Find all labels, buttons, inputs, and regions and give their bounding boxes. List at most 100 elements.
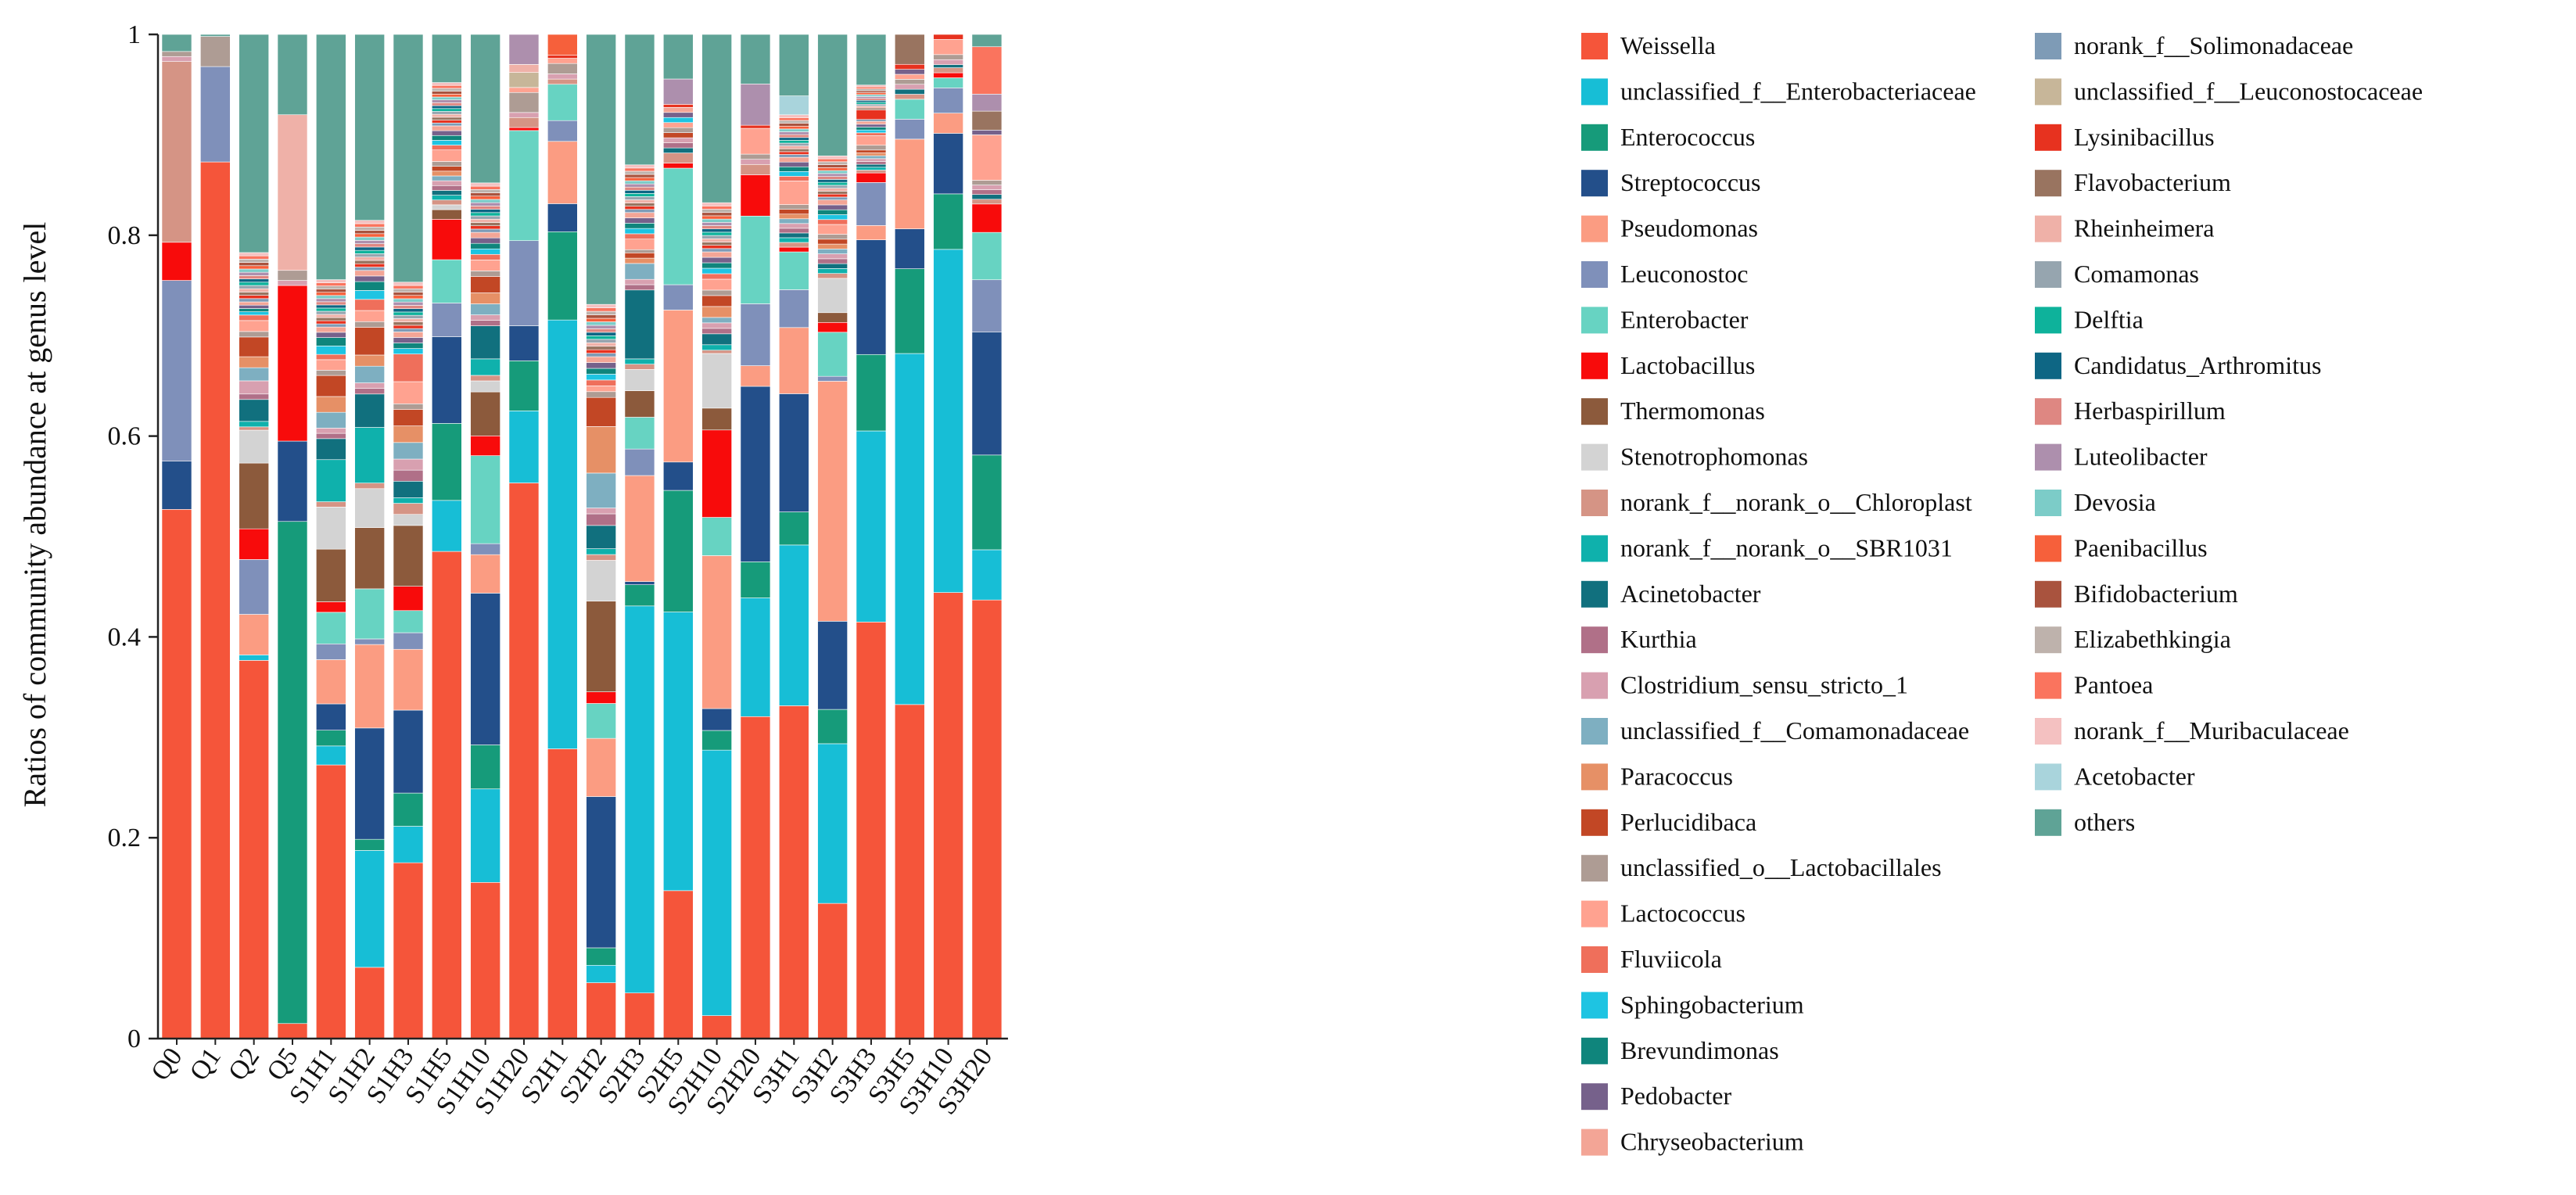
bar-segment: S3H20 — Flavobacterium: 0.02 bbox=[971, 110, 1003, 131]
bar-segment: S3H2 — Sphingobacterium: 0.005 bbox=[817, 214, 848, 221]
bar-segment: S2H3 — Elizabethkingia: 0.003 bbox=[624, 170, 655, 175]
x-tick-label: Q2 bbox=[223, 1042, 265, 1086]
bar-segment: S1H20 — Lactobacillus: 0.003 bbox=[508, 127, 540, 131]
legend-item: Pedobacter bbox=[1581, 1082, 1732, 1111]
bar-segment: S1H10 — Delftia: 0.003 bbox=[470, 212, 500, 217]
bar-segment: S3H2 — Pedobacter: 0.005 bbox=[817, 204, 848, 210]
legend: Weissella unclassified_f__Enterobacteriac… bbox=[1581, 31, 2423, 1156]
bar-segment: S3H2 — others: 0.124 bbox=[817, 34, 848, 156]
bar-segment: S2H2 — Devosia: 0.003 bbox=[586, 321, 616, 326]
x-tick-label: Q1 bbox=[185, 1042, 227, 1086]
bar-segment: S1H2 — Enterobacter: 0.045 bbox=[354, 588, 385, 640]
bar-segment: S2H3 — unclassified_f__Comamonadaceae: 0… bbox=[624, 263, 655, 280]
bar-segment: S1H10 — Lysinibacillus: 0.003 bbox=[470, 225, 500, 230]
legend-item: norank_f__norank_o__SBR1031 bbox=[1581, 533, 1953, 562]
bar-segment: S1H3 — Perlucidibaca: 0.015 bbox=[393, 409, 424, 426]
bar-segment: S2H10 — Luteolibacter: 0.003 bbox=[701, 222, 732, 226]
bar-segment: S3H2 — Stenotrophomonas: 0.035 bbox=[817, 278, 848, 314]
bar-segment: S1H1 — Chryseobacterium: 0.005 bbox=[316, 326, 346, 333]
bar-segment: Q2 — Clostridium_sensu_stricto_1: 0.012 bbox=[239, 380, 269, 395]
bar-segment: S3H20 — Weissella: 0.463 bbox=[971, 599, 1003, 1039]
bar-segment: Q5 — Clostridium_sensu_stricto_1: 0.005 bbox=[277, 280, 308, 286]
bar-segment: S2H1 — Weissella: 0.279 bbox=[547, 748, 578, 1039]
bar-stack-s1h5: S1H5 — Weissella: 0.506S1H5 — unclassifi… bbox=[432, 34, 462, 1039]
legend-label: Candidatus_Arthromitus bbox=[2074, 351, 2321, 379]
bar-segment: S1H2 — others: 0.167 bbox=[354, 34, 385, 221]
bar-segment: Q2 — Chryseobacterium: 0.003 bbox=[239, 301, 269, 306]
bar-segment: S1H5 — Chryseobacterium: 0.005 bbox=[432, 125, 462, 131]
legend-label: Paenibacillus bbox=[2074, 533, 2208, 562]
bar-segment: S3H3 — Luteolibacter: 0.002 bbox=[856, 96, 887, 99]
bar-segment: S1H5 — Pantoea: 0.003 bbox=[432, 84, 462, 89]
bar-stack-q2: Q2 — Weissella: 0.345Q2 — unclassified_f… bbox=[239, 34, 269, 1039]
bar-segment: S3H1 — Lysinibacillus: 0.003 bbox=[778, 151, 809, 155]
legend-swatch bbox=[2035, 763, 2061, 791]
bar-segment: S2H3 — Sphingobacterium: 0.005 bbox=[624, 228, 655, 235]
bar-segment: S3H3 — Perlucidibaca: 0.003 bbox=[856, 149, 887, 153]
bar-segment: S3H1 — Sphingobacterium: 0.005 bbox=[778, 171, 809, 177]
bar-segment: S3H2 — Devosia: 0.003 bbox=[817, 170, 848, 174]
bar-segment: S1H1 — norank_f__norank_o__Chloroplast: … bbox=[316, 501, 346, 508]
bar-segment: S1H3 — Enterobacter: 0.02 bbox=[393, 610, 424, 633]
bar-segment: S3H1 — norank_f__Solimonadaceae: 0.003 bbox=[778, 154, 809, 158]
bar-segment: S1H3 — Acinetobacter: 0.015 bbox=[393, 480, 424, 498]
bar-segment: S3H1 — Fluviicola: 0.005 bbox=[778, 176, 809, 181]
bar-segment: S1H3 — Pantoea: 0.003 bbox=[393, 285, 424, 289]
bar-segment: S3H3 — Devosia: 0.002 bbox=[856, 94, 887, 97]
bar-segment: S3H5 — Clostridium_sensu_stricto_1: 0.00… bbox=[894, 84, 925, 90]
bar-segment: S3H5 — Flavobacterium: 0.03 bbox=[894, 34, 925, 65]
legend-label: Leuconostoc bbox=[1620, 260, 1749, 288]
bar-segment: S2H5 — Lactococcus: 0.005 bbox=[662, 122, 694, 128]
legend-item: unclassified_f__Enterobacteriaceae bbox=[1581, 77, 1976, 106]
bar-segment: S1H3 — norank_f__norank_o__Chloroplast: … bbox=[393, 503, 424, 515]
bar-segment: S2H5 — unclassified_f__Enterobacteriacea… bbox=[662, 612, 694, 892]
bar-segment: S3H20 — Lactococcus: 0.048 bbox=[971, 135, 1003, 181]
bar-segment: S2H3 — Rheinheimera: 0.003 bbox=[624, 199, 655, 203]
bar-segment: S1H3 — Paenibacillus: 0.003 bbox=[393, 295, 424, 300]
bar-segment: S3H1 — Candidatus_Arthromitus: 0.003 bbox=[778, 137, 809, 141]
legend-label: Kurthia bbox=[1620, 625, 1697, 653]
bar-segment: S2H2 — unclassified_f__Comamonadaceae: 0… bbox=[586, 472, 616, 508]
bar-segment: S1H10 — norank_f__Solimonadaceae: 0.003 bbox=[470, 228, 500, 233]
bar-segment: S1H3 — norank_f__Muribaculaceae: 0.003 bbox=[393, 282, 424, 286]
bar-segment: S2H5 — Lysinibacillus: 0.003 bbox=[662, 104, 694, 108]
bar-segment: S3H10 — Lysinibacillus: 0.005 bbox=[933, 34, 963, 40]
bar-segment: S1H3 — unclassified_f__Comamonadaceae: 0… bbox=[393, 442, 424, 460]
bar-segment: S3H10 — Pseudomonas: 0.02 bbox=[933, 113, 963, 134]
bar-segment: S3H5 — Pseudomonas: 0.09 bbox=[894, 138, 925, 229]
bar-segment: S1H1 — norank_f__norank_o__SBR1031: 0.04 bbox=[316, 459, 346, 502]
bar-segment: S1H3 — Brevundimonas: 0.005 bbox=[393, 343, 424, 349]
bar-segment: S2H10 — Rheinheimera: 0.003 bbox=[701, 238, 732, 242]
bar-segment: S3H1 — Elizabethkingia: 0.003 bbox=[778, 120, 809, 124]
bar-segment: S2H3 — Pantoea: 0.003 bbox=[624, 167, 655, 172]
bar-segment: S1H5 — Leuconostoc: 0.035 bbox=[432, 303, 462, 337]
bar-segment: S1H5 — Fluviicola: 0.005 bbox=[432, 145, 462, 151]
bar-segment: S3H1 — Devosia: 0.003 bbox=[778, 128, 809, 132]
bar-segment: S1H10 — Comamonas: 0.003 bbox=[470, 215, 500, 220]
bar-segment: S1H10 — Bifidobacterium: 0.003 bbox=[470, 192, 500, 197]
legend-item: unclassified_o__Lactobacillales bbox=[1581, 853, 1942, 882]
bar-segment: S1H2 — Bifidobacterium: 0.003 bbox=[354, 230, 385, 235]
bar-segment: S1H1 — Paenibacillus: 0.003 bbox=[316, 292, 346, 296]
bar-segment: S2H2 — Streptococcus: 0.13 bbox=[586, 796, 616, 949]
bar-segment: S1H20 — Enterococcus: 0.05 bbox=[508, 361, 540, 411]
legend-label: Enterobacter bbox=[1620, 305, 1749, 333]
bar-segment: S2H2 — Rheinheimera: 0.003 bbox=[586, 342, 616, 347]
bar-segment: S1H1 — Elizabethkingia: 0.003 bbox=[316, 285, 346, 290]
bar-segment: S1H3 — Enterococcus: 0.03 bbox=[393, 792, 424, 827]
bar-segment: S2H10 — Elizabethkingia: 0.003 bbox=[701, 209, 732, 214]
bar-segment: S1H5 — Candidatus_Arthromitus: 0.003 bbox=[432, 105, 462, 109]
bar-segment: Q2 — Comamonas: 0.003 bbox=[239, 285, 269, 289]
bar-stack-s3h3: S3H3 — Weissella: 0.436S3H3 — unclassifi… bbox=[856, 34, 887, 1039]
bar-segment: S2H3 — Chryseobacterium: 0.005 bbox=[624, 212, 655, 218]
bar-segment: S3H3 — Candidatus_Arthromitus: 0.002 bbox=[856, 99, 887, 103]
bar-segment: S1H20 — norank_f__norank_o__Chloroplast:… bbox=[508, 117, 540, 128]
bar-segment: S3H1 — norank_f__norank_o__Chloroplast: … bbox=[778, 242, 809, 248]
bar-segment: S1H1 — Kurthia: 0.005 bbox=[316, 432, 346, 440]
x-tick-label: Q0 bbox=[145, 1042, 188, 1086]
legend-swatch bbox=[1581, 398, 1608, 425]
bar-segment: S1H10 — Pseudomonas: 0.035 bbox=[470, 554, 500, 594]
bar-segment: S1H5 — Stenotrophomonas: 0.005 bbox=[432, 204, 462, 210]
bar-segment: S1H1 — Bifidobacterium: 0.003 bbox=[316, 289, 346, 293]
